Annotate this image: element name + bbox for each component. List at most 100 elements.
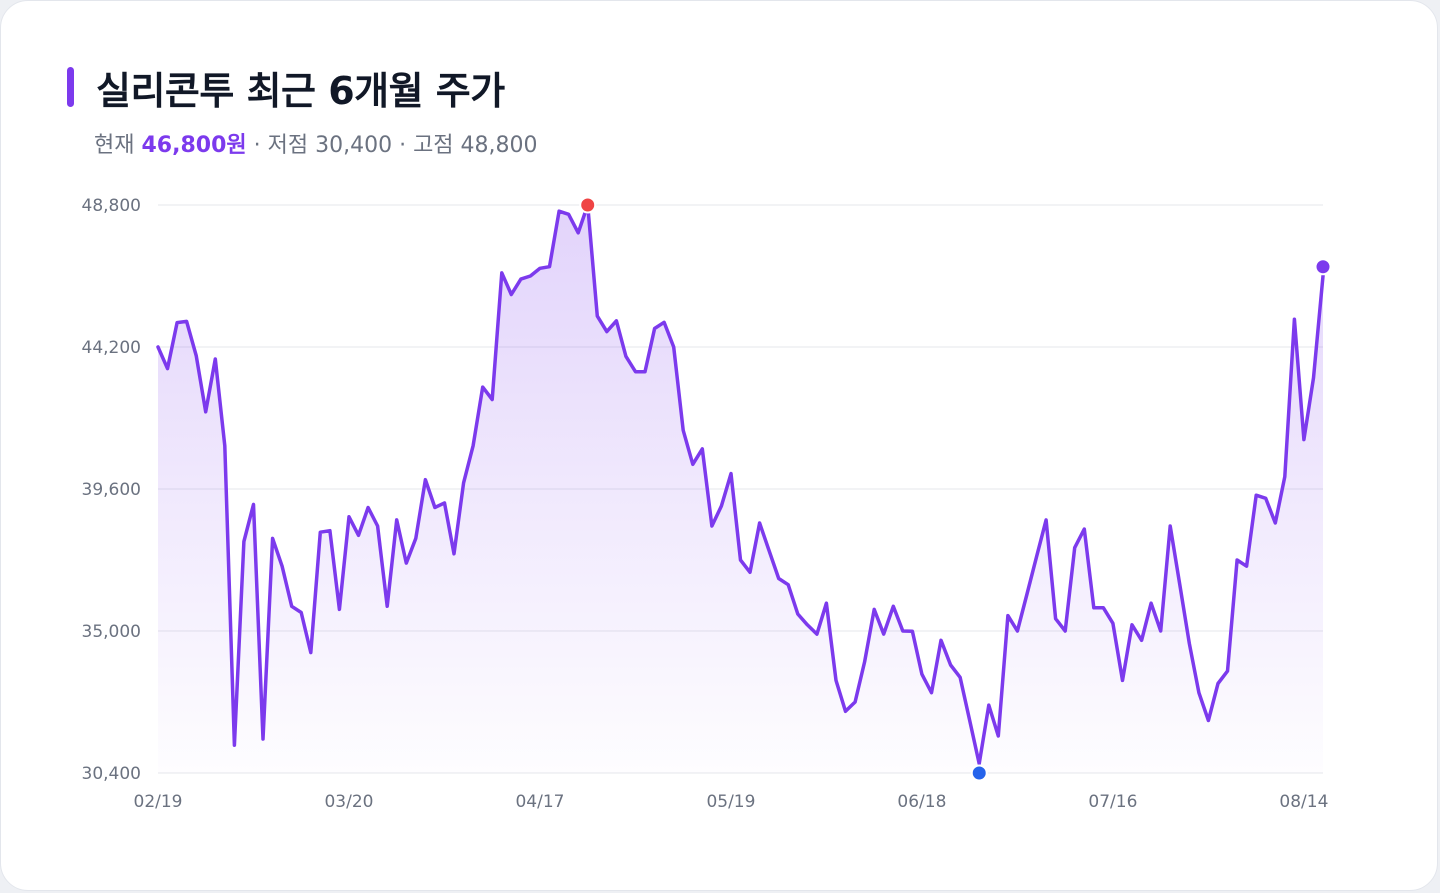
x-tick-label: 06/18 — [897, 792, 946, 812]
price-point — [920, 672, 924, 676]
y-tick-label: 44,200 — [82, 338, 141, 358]
price-point — [1111, 621, 1115, 625]
price-point — [271, 536, 275, 540]
price-point — [691, 462, 695, 466]
price-point — [901, 629, 905, 633]
x-tick-label: 04/17 — [515, 792, 564, 812]
price-point — [624, 354, 628, 358]
price-point — [605, 330, 609, 334]
x-axis-labels: 02/19 03/20 04/17 05/19 06/18 07/16 08/14 — [134, 792, 1329, 812]
price-point — [834, 678, 838, 682]
price-point — [538, 266, 542, 270]
price-point — [996, 734, 1000, 738]
price-point — [1178, 583, 1182, 587]
x-tick-label: 05/19 — [706, 792, 755, 812]
price-point — [939, 638, 943, 642]
high-price-text: · 고점 48,800 — [399, 133, 538, 158]
price-point — [1206, 719, 1210, 723]
price-point — [1254, 493, 1258, 497]
price-point — [681, 428, 685, 432]
price-point — [929, 691, 933, 695]
price-point — [1101, 606, 1105, 610]
price-point — [280, 564, 284, 568]
price-point — [1168, 524, 1172, 528]
price-point — [672, 345, 676, 349]
price-point — [1130, 623, 1134, 627]
price-point — [777, 577, 781, 581]
price-point — [824, 601, 828, 605]
price-point — [290, 604, 294, 608]
price-point — [1120, 678, 1124, 682]
price-point — [395, 518, 399, 522]
price-point — [662, 320, 666, 324]
price-point — [910, 629, 914, 633]
price-point — [309, 651, 313, 655]
price-point — [1092, 606, 1096, 610]
price-point — [643, 370, 647, 374]
price-point — [185, 319, 189, 323]
y-tick-label: 30,400 — [82, 764, 141, 784]
price-point — [1197, 691, 1201, 695]
price-point — [1054, 617, 1058, 621]
price-point — [1073, 546, 1077, 550]
price-point — [614, 319, 618, 323]
title-row: 실리콘투 최근 6개월 주가 — [67, 63, 505, 113]
price-point — [1226, 669, 1230, 673]
price-point — [1283, 475, 1287, 479]
x-tick-label: 02/19 — [134, 792, 183, 812]
x-tick-label: 07/16 — [1088, 792, 1137, 812]
y-axis-labels: 48,800 44,200 39,600 35,000 30,400 — [82, 196, 141, 784]
price-point — [739, 558, 743, 562]
price-point — [366, 506, 370, 510]
price-point — [166, 367, 170, 371]
price-point — [729, 472, 733, 476]
x-tick-label: 08/14 — [1279, 792, 1328, 812]
price-point — [1264, 496, 1268, 500]
price-point — [1149, 601, 1153, 605]
price-point — [548, 265, 552, 269]
price-point — [452, 552, 456, 556]
current-price: 46,800원 — [141, 133, 247, 158]
price-point — [653, 326, 657, 330]
price-point — [299, 610, 303, 614]
price-point — [891, 604, 895, 608]
price-point — [328, 529, 332, 533]
price-markers — [579, 196, 1332, 782]
price-point — [1006, 614, 1010, 618]
price-point — [1302, 438, 1306, 442]
price-point — [462, 481, 466, 485]
price-point — [509, 293, 513, 297]
price-point — [567, 212, 571, 216]
price-point — [1273, 521, 1277, 525]
price-point — [700, 447, 704, 451]
y-tick-label: 39,600 — [82, 480, 141, 500]
price-point — [853, 700, 857, 704]
price-summary: 현재 46,800원 · 저점 30,400 · 고점 48,800 — [94, 127, 538, 159]
price-point — [805, 623, 809, 627]
price-point — [1216, 681, 1220, 685]
price-point — [968, 719, 972, 723]
price-point — [194, 354, 198, 358]
chart-title: 실리콘투 최근 6개월 주가 — [96, 68, 505, 113]
y-tick-label: 35,000 — [82, 622, 141, 642]
current-price-marker — [1314, 258, 1332, 276]
low-price-marker — [970, 764, 988, 782]
price-point — [175, 321, 179, 325]
price-point — [385, 604, 389, 608]
current-label: 현재 — [94, 133, 135, 158]
price-point — [557, 209, 561, 213]
price-point — [1025, 592, 1029, 596]
price-point — [404, 561, 408, 565]
price-point — [204, 410, 208, 414]
price-point — [595, 314, 599, 318]
price-point — [213, 357, 217, 361]
x-tick-label: 03/20 — [324, 792, 373, 812]
price-point — [719, 504, 723, 508]
low-price-text: · 저점 30,400 — [253, 133, 393, 158]
y-tick-label: 48,800 — [82, 196, 141, 216]
price-point — [1035, 555, 1039, 559]
price-point — [872, 607, 876, 611]
price-point — [786, 583, 790, 587]
price-point — [500, 271, 504, 275]
